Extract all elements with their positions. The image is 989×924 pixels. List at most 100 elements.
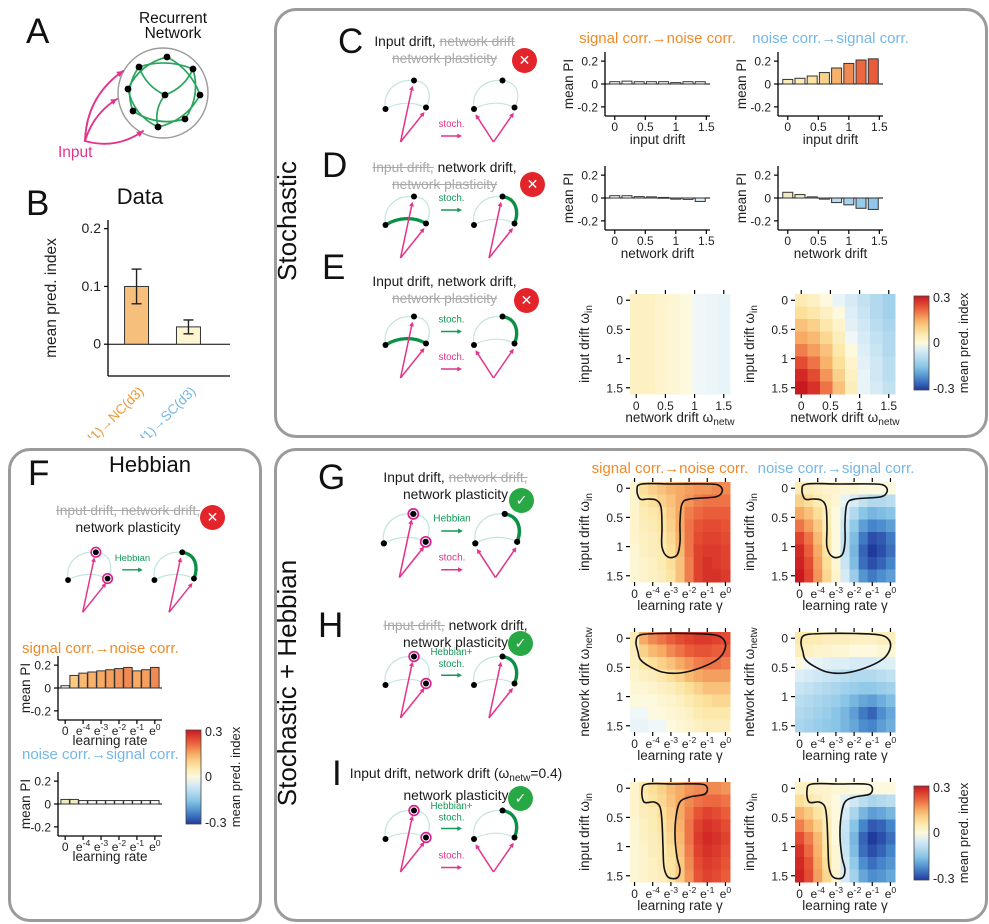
svg-text:network drift ωnetw: network drift ωnetw: [625, 410, 735, 428]
svg-text:e-1: e-1: [130, 722, 145, 738]
svg-text:-0.3: -0.3: [205, 816, 227, 830]
panel-letter-a: A: [26, 12, 50, 51]
svg-text:stoch.: stoch.: [438, 315, 464, 326]
svg-text:0: 0: [933, 826, 940, 840]
svg-text:-0.2: -0.2: [577, 214, 598, 228]
svg-text:stoch.: stoch.: [438, 193, 464, 204]
fail-icon: ✕: [512, 48, 537, 73]
panel-letter-e: E: [322, 248, 346, 287]
svg-text:0: 0: [781, 782, 788, 796]
pass-icon: ✓: [508, 786, 533, 811]
panel-letter-d: D: [322, 146, 348, 185]
svg-text:e-3: e-3: [664, 885, 679, 901]
svg-text:e-2: e-2: [847, 735, 862, 751]
svg-text:0: 0: [616, 782, 623, 796]
svg-text:learning rate γ: learning rate γ: [802, 748, 888, 763]
svg-text:Recurrent: Recurrent: [139, 10, 208, 27]
svg-text:0.2: 0.2: [34, 659, 51, 673]
svg-text:0.5: 0.5: [771, 323, 788, 337]
svg-text:e0: e0: [149, 722, 161, 738]
svg-text:e-1: e-1: [700, 735, 715, 751]
pass-icon: ✓: [508, 631, 533, 656]
svg-text:0.5: 0.5: [771, 511, 788, 525]
network-motif-svg: stoch.: [382, 77, 519, 143]
panel-f-signal-noise-chart: 0.2 0 -0.2 0 e-4 e-3 e-2 e-1 e0 learning rate mean…: [18, 648, 203, 753]
header-signal-noise-cde: signal corr.→noise corr.: [579, 30, 736, 47]
fail-icon: ✕: [520, 172, 545, 197]
svg-text:e-1: e-1: [700, 585, 715, 601]
svg-text:0.5: 0.5: [771, 661, 788, 675]
network-motif-svg: stoch.: [382, 193, 519, 259]
svg-text:network drift ωnetw: network drift ωnetw: [790, 410, 900, 428]
svg-text:0.2: 0.2: [82, 220, 102, 236]
svg-text:learning rate γ: learning rate γ: [637, 898, 723, 913]
svg-text:0: 0: [764, 192, 771, 206]
svg-text:Hebbian+: Hebbian+: [430, 801, 472, 812]
svg-text:mean pred. index: mean pred. index: [43, 238, 60, 358]
panel-d-noise-signal-chart: 0.2 0 -0.2 0 0.5 1 1.5 network drift mean PI: [733, 158, 928, 269]
svg-text:input drift: input drift: [803, 132, 859, 147]
chart-c-right-svg: 0.2 0 -0.2 0 0.5 1 1.5 input drift mean PI: [734, 52, 888, 147]
svg-text:e-3: e-3: [94, 722, 109, 738]
svg-text:input drift ωin: input drift ωin: [577, 305, 595, 383]
svg-text:0.2: 0.2: [581, 55, 598, 69]
svg-text:e-2: e-2: [112, 722, 127, 738]
svg-text:e0: e0: [885, 735, 897, 751]
svg-text:e-2: e-2: [682, 885, 697, 901]
svg-text:e-4: e-4: [646, 735, 661, 751]
svg-text:1.5: 1.5: [606, 719, 623, 733]
svg-text:stoch.: stoch.: [438, 352, 464, 363]
svg-text:mean PI: mean PI: [561, 59, 576, 109]
svg-text:0.3: 0.3: [933, 781, 950, 795]
svg-text:input drift ωin: input drift ωin: [742, 493, 760, 571]
svg-text:1.5: 1.5: [606, 869, 623, 883]
header-noise-signal-ghi: noise corr.→signal corr.: [757, 460, 915, 477]
panel-g-network-motif: Hebbian stoch.: [373, 503, 528, 590]
svg-text:stoch.: stoch.: [438, 812, 464, 823]
svg-text:0: 0: [781, 294, 788, 308]
svg-text:mean PI: mean PI: [18, 663, 33, 713]
svg-text:0: 0: [633, 399, 640, 413]
svg-text:1.5: 1.5: [880, 399, 897, 413]
svg-text:e-3: e-3: [829, 885, 844, 901]
panel-f-network-motif: Hebbian: [55, 542, 207, 624]
svg-text:1: 1: [856, 399, 863, 413]
panel-letter-c: C: [338, 22, 364, 61]
network-motif-svg: stoch. stoch.: [382, 313, 519, 379]
svg-text:e-4: e-4: [811, 885, 826, 901]
svg-text:0: 0: [205, 770, 212, 784]
svg-text:0: 0: [591, 192, 598, 206]
svg-text:1: 1: [672, 120, 679, 134]
svg-text:1.5: 1.5: [715, 399, 732, 413]
svg-text:0.5: 0.5: [771, 811, 788, 825]
svg-text:0: 0: [631, 887, 638, 901]
svg-text:0: 0: [44, 682, 51, 696]
svg-text:e0: e0: [885, 585, 897, 601]
svg-text:0.5: 0.5: [822, 399, 839, 413]
panel-i-network-motif: Hebbian+ stoch. stoch.: [375, 798, 525, 886]
cbar-e-svg: 0.3 0 -0.3 mean pred. index: [913, 291, 971, 396]
panel-i-desc: Input drift, network drift (ωnetw=0.4) ne…: [349, 766, 563, 803]
colorbar-i: 0.3 0 -0.3 mean pred. index: [908, 780, 978, 897]
svg-text:-0.2: -0.2: [750, 214, 771, 228]
panel-g-signal-noise-heatmap: 0 0.5 1 1.5 0 e-4 e-3 e-2 e-1 e0 learning rate γ in…: [575, 474, 767, 621]
panel-f-noise-signal-chart: 0.2 0 -0.2 0 e-4 e-3 e-2 e-1 e0 learning rate mean…: [18, 764, 203, 869]
stochastic-hebbian-box-label: Stochastic + Hebbian: [272, 559, 302, 807]
header-noise-signal-cde: noise corr.→signal corr.: [752, 30, 909, 47]
svg-text:0: 0: [62, 840, 69, 854]
panel-d-signal-noise-chart: 0.2 0 -0.2 0 0.5 1 1.5 network drift mean PI: [560, 158, 755, 269]
svg-text:0.2: 0.2: [581, 169, 598, 183]
svg-text:mean PI: mean PI: [18, 779, 33, 829]
svg-text:e0: e0: [149, 838, 161, 854]
panel-letter-f: F: [28, 454, 50, 493]
svg-text:e-4: e-4: [646, 585, 661, 601]
panel-f-desc: Input drift, network drift, network plast…: [55, 503, 201, 535]
pass-icon: ✓: [509, 488, 534, 513]
